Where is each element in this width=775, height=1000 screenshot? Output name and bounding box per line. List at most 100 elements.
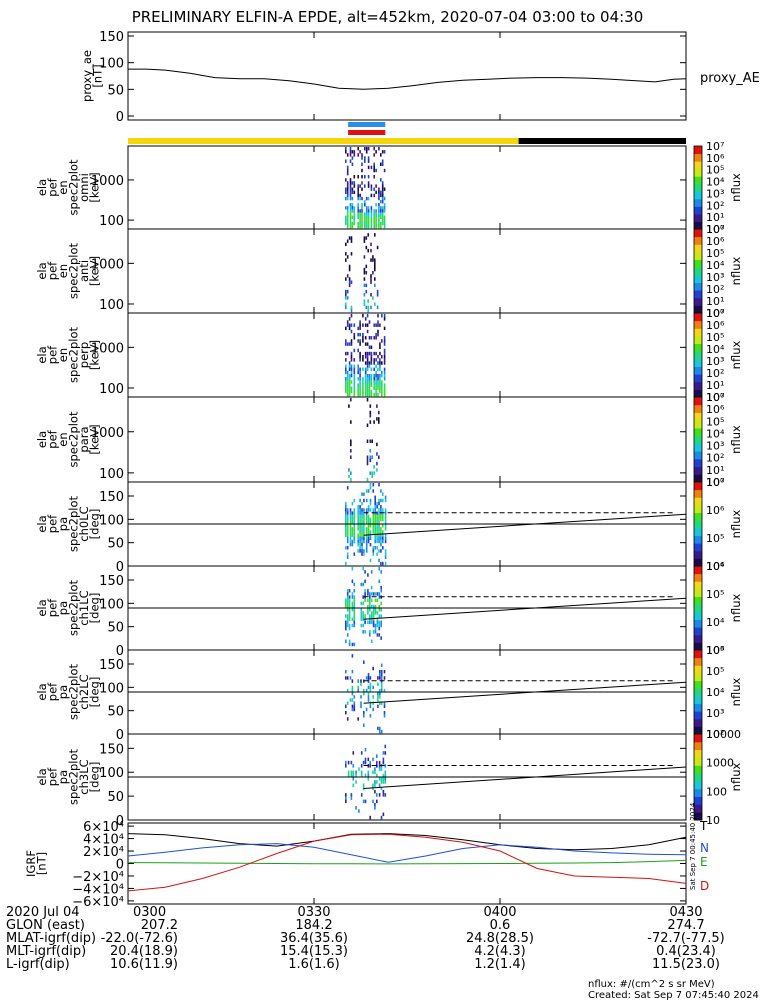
en_spec2plot_omni-spectrogram-cell: [378, 221, 380, 226]
en_spec2plot_perp-spectrogram-cell: [346, 351, 349, 356]
pa_spec2plot_ch0LC-spectrogram-cell: [376, 527, 378, 531]
en_spec2plot_perp-spectrogram-cell: [368, 383, 371, 387]
pa_spec2plot_ch3LC-spectrogram-cell: [355, 770, 357, 775]
pa_spec2plot_ch1LC-spectrogram-cell: [345, 623, 347, 628]
pa_spec2plot_ch0LC-colorbar-swatch: [694, 550, 702, 559]
en_spec2plot_perp-colorbar-swatch: [694, 374, 702, 383]
en_spec2plot_perp-spectrogram-cell: [381, 370, 383, 375]
pa_spec2plot_ch3LC-colorbar-swatch: [694, 812, 702, 821]
en_spec2plot_perp-spectrogram-cell: [350, 339, 353, 343]
en_spec2plot_perp-spectrogram-cell: [368, 361, 371, 365]
en_spec2plot_omni-spectrogram-cell: [364, 215, 366, 219]
en_spec2plot_perp-spectrogram-cell: [357, 367, 359, 372]
en_spec2plot_anti-spectrogram-cell: [350, 239, 353, 243]
pa_spec2plot_ch0LC-spectrogram-cell: [359, 511, 361, 515]
en_spec2plot_perp-colorbar-tick: 10⁰: [706, 391, 725, 404]
en_spec2plot_perp-spectrogram-cell: [368, 373, 371, 378]
pa_spec2plot_ch1LC-spectrogram-cell: [348, 589, 351, 593]
pa_spec2plot_ch0LC-spectrogram-cell: [374, 530, 376, 534]
en_spec2plot_omni-spectrogram-cell: [346, 218, 349, 223]
en_spec2plot_perp-spectrogram-cell: [350, 380, 353, 384]
en_spec2plot_perp-spectrogram-cell: [381, 389, 383, 394]
pa_spec2plot_ch1LC-spectrogram-cell: [364, 589, 366, 593]
pa_spec2plot_ch3LC-spectrogram-cell: [382, 777, 385, 781]
pa_spec2plot_ch0LC-spectrogram-cell: [384, 561, 387, 566]
pa_spec2plot_ch0LC-spectrogram-cell: [351, 542, 354, 547]
pa_spec2plot_ch1LC-ytick-label: 150: [99, 574, 124, 589]
en_spec2plot_perp-spectrogram-cell: [362, 358, 364, 362]
pa_spec2plot_ch0LC-spectrogram-cell: [361, 492, 363, 496]
en_spec2plot_perp-spectrogram-cell: [359, 386, 361, 390]
pa_spec2plot_ch0LC-colorbar-tick: 10⁴: [706, 560, 725, 573]
en_spec2plot_omni-spectrogram-cell: [375, 184, 377, 188]
en_spec2plot_anti-spectrogram-cell: [370, 305, 372, 310]
en_spec2plot_omni-spectrogram-cell: [378, 209, 380, 213]
en_spec2plot_perp-spectrogram-cell: [379, 364, 381, 368]
en_spec2plot_perp-spectrogram-cell: [377, 314, 379, 318]
en_spec2plot_omni-spectrogram-cell: [346, 224, 349, 229]
pa_spec2plot_ch0LC-spectrogram-cell: [353, 530, 356, 534]
en_spec2plot_omni-spectrogram-cell: [373, 212, 375, 216]
pa_spec2plot_ch0LC-spectrogram-cell: [361, 517, 363, 522]
status-segment-black: [518, 138, 686, 144]
en_spec2plot_perp-spectrogram-cell: [379, 383, 381, 387]
en_spec2plot_omni-spectrogram-cell: [381, 187, 384, 191]
pa_spec2plot_ch1LC-spectrogram-cell: [348, 642, 351, 647]
en_spec2plot_omni-spectrogram-cell: [346, 193, 349, 198]
en_spec2plot_perp-spectrogram-cell: [364, 377, 367, 381]
pa_spec2plot_ch0LC-spectrogram-cell: [369, 558, 372, 563]
pa_spec2plot_ch0LC-spectrogram-cell: [349, 536, 352, 541]
en_spec2plot_perp-spectrogram-cell: [366, 351, 369, 356]
pa_spec2plot_ch0LC-spectrogram-cell: [345, 514, 347, 518]
en_spec2plot_perp-spectrogram-cell: [381, 383, 383, 387]
pa_spec2plot_ch2LC-colorbar-tick: 10⁴: [706, 686, 725, 699]
pa_spec2plot_ch1LC-spectrogram-cell: [353, 608, 356, 612]
pa_spec2plot_ch3LC-spectrogram-cell: [384, 744, 387, 749]
en_spec2plot_anti-ylabel-line-1: pef: [45, 261, 59, 280]
pa_spec2plot_ch0LC-spectrogram-cell: [357, 514, 359, 518]
en_spec2plot_omni-spectrogram-cell: [346, 153, 349, 157]
pa_spec2plot_ch3LC-spectrogram-cell: [358, 767, 360, 771]
en_spec2plot_perp-spectrogram-cell: [377, 355, 379, 359]
pa_spec2plot_ch0LC-spectrogram-cell: [363, 508, 365, 512]
en_spec2plot_perp-spectrogram-cell: [366, 380, 369, 384]
en_spec2plot_anti-spectrogram-cell: [372, 258, 374, 262]
pa_spec2plot_ch1LC-spectrogram-cell: [351, 595, 354, 599]
en_spec2plot_perp-spectrogram-cell: [359, 370, 361, 375]
en_spec2plot_omni-spectrogram-cell: [365, 221, 368, 226]
pa_spec2plot_ch2LC-spectrogram-cell: [349, 698, 352, 702]
en_spec2plot_perp-spectrogram-cell: [345, 326, 347, 331]
en_spec2plot_omni-spectrogram-cell: [357, 147, 359, 151]
pa_spec2plot_ch3LC-spectrogram-cell: [384, 764, 387, 768]
pa_spec2plot_ch2LC-colorbar-swatch: [694, 711, 702, 720]
pa_spec2plot_ch1LC-colorbar-swatch: [694, 588, 702, 598]
en_spec2plot_perp-spectrogram-cell: [366, 364, 369, 368]
en_spec2plot_omni-spectrogram-cell: [380, 212, 382, 216]
pa_spec2plot_ch1LC-spectrogram-cell: [353, 642, 356, 647]
en_spec2plot_perp-spectrogram-cell: [364, 323, 367, 327]
en_spec2plot_perp-spectrogram-cell: [362, 389, 364, 394]
pa_spec2plot_ch1LC-ylabel-line-2: pa: [56, 601, 70, 615]
en_spec2plot_perp-spectrogram-cell: [373, 373, 375, 378]
en_spec2plot_para-colorbar-swatch: [694, 466, 702, 475]
en_spec2plot_anti-spectrogram-cell: [367, 305, 369, 310]
en_spec2plot_omni-spectrogram-cell: [383, 218, 386, 223]
pa_spec2plot_ch0LC-spectrogram-cell: [363, 517, 365, 522]
en_spec2plot_omni-spectrogram-cell: [381, 190, 384, 195]
pa_spec2plot_ch0LC-spectrogram-cell: [351, 517, 354, 522]
pa_spec2plot_ch0LC-colorbar-swatch: [694, 497, 702, 506]
pa_spec2plot_ch1LC-spectrogram-cell: [378, 592, 381, 596]
en_spec2plot_omni-spectrogram-cell: [359, 193, 361, 198]
en_spec2plot_perp-spectrogram-cell: [353, 323, 356, 327]
pa_spec2plot_ch3LC-spectrogram-cell: [367, 773, 370, 778]
en_spec2plot_omni-spectrogram-cell: [357, 196, 359, 201]
pa_spec2plot_ch0LC-spectrogram-cell: [376, 511, 378, 515]
en_spec2plot_perp-spectrogram-cell: [359, 392, 361, 397]
pa_spec2plot_ch0LC-spectrogram-cell: [346, 514, 349, 518]
en_spec2plot_anti-spectrogram-cell: [365, 236, 368, 240]
en_spec2plot_anti-spectrogram-cell: [363, 299, 366, 303]
en_spec2plot_anti-spectrogram-cell: [376, 293, 379, 297]
en_spec2plot_perp-spectrogram-cell: [364, 355, 367, 359]
pa_spec2plot_ch0LC-spectrogram-cell: [345, 533, 347, 537]
en_spec2plot_perp-spectrogram-cell: [357, 326, 359, 331]
